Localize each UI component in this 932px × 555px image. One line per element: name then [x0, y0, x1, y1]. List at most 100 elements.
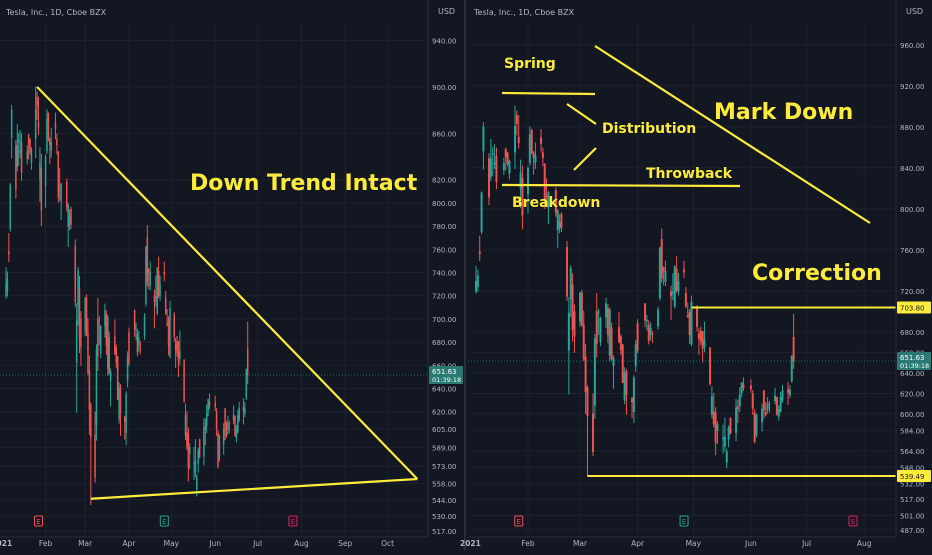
- candle-body: [696, 307, 699, 327]
- left-y-tick-label: 820.00: [432, 177, 457, 185]
- candle-body: [228, 423, 231, 425]
- candle-body: [586, 387, 589, 417]
- candle-body: [597, 311, 600, 313]
- candle-body: [774, 395, 777, 402]
- candle-body: [138, 337, 140, 346]
- candle-body: [88, 370, 91, 411]
- candle-body: [649, 328, 652, 335]
- candle-body: [46, 118, 48, 152]
- left-trendlines: [0, 86, 428, 500]
- right-x-tick-label: Apr: [631, 539, 645, 548]
- right-y-tick-label: 840.00: [900, 165, 925, 173]
- right-last-price-tag: [897, 352, 931, 371]
- right-y-tick-label: 501.00: [900, 512, 925, 520]
- candle-body: [5, 284, 7, 297]
- candle-body: [84, 297, 86, 331]
- candle-body: [146, 236, 149, 282]
- right-last-price-label: 651.63: [900, 354, 925, 362]
- candle-body: [68, 217, 71, 226]
- candle-body: [599, 317, 602, 343]
- left-y-tick-label: 605.00: [432, 426, 457, 434]
- candle-body: [592, 413, 595, 452]
- candle-body: [514, 126, 517, 153]
- candle-body: [709, 347, 712, 385]
- right-price-axis[interactable]: 960.00 920.00 880.00 840.00 800.00 760.00 720.…: [895, 0, 932, 537]
- candle-body: [725, 451, 728, 463]
- candle-body: [95, 349, 98, 426]
- candle-body: [644, 303, 647, 321]
- candle-body: [193, 461, 195, 464]
- candle-body: [584, 356, 587, 393]
- candle-body: [116, 356, 119, 400]
- left-symbol-label: Tesla, Inc., 1D, Cboe BZX: [5, 8, 107, 17]
- candle-body: [70, 208, 72, 225]
- candle-body: [133, 309, 136, 330]
- candle-body: [697, 333, 700, 339]
- candle-body: [167, 319, 170, 346]
- left-x-tick-label: May: [164, 539, 180, 548]
- candle-body: [196, 477, 198, 490]
- candle-body: [54, 122, 57, 130]
- candle-body: [478, 251, 481, 255]
- right-y-tick-label: 640.00: [900, 370, 925, 378]
- candle-body: [657, 309, 660, 327]
- candle-body: [224, 408, 226, 431]
- candle-body: [634, 344, 637, 367]
- candle-body: [90, 404, 92, 438]
- candle-body: [237, 415, 239, 433]
- candle-body: [532, 152, 535, 158]
- candle-body: [19, 150, 21, 153]
- candle-body: [534, 155, 537, 163]
- candle-body: [777, 408, 780, 417]
- right-y-tick-label: 620.00: [900, 390, 925, 398]
- candle-body: [651, 334, 654, 336]
- candle-body: [595, 311, 598, 345]
- candle-body: [762, 390, 765, 411]
- candle-body: [159, 284, 161, 296]
- left-y-tick-label: 530.00: [432, 513, 457, 521]
- candle-body: [612, 357, 615, 367]
- candle-body: [85, 297, 88, 335]
- candle-body: [156, 267, 158, 314]
- candle-body: [660, 238, 663, 279]
- left-chart-panel[interactable]: 940.00 900.00 860.00 820.00 800.00 780.00 760.…: [0, 0, 464, 550]
- candle-body: [554, 190, 557, 213]
- candle-body: [541, 152, 544, 159]
- candle-body: [593, 338, 596, 406]
- candle-body: [197, 450, 199, 464]
- candle-body: [673, 266, 676, 307]
- left-candles: [5, 86, 249, 506]
- candle-body: [163, 271, 166, 275]
- candle-body: [78, 288, 81, 340]
- earnings-marker: [679, 515, 689, 527]
- candle-body: [701, 331, 704, 349]
- right-chart-panel[interactable]: 960.00 920.00 880.00 840.00 800.00 760.00 720.…: [460, 0, 932, 550]
- candle-body: [761, 408, 764, 423]
- candle-body: [521, 178, 524, 216]
- left-price-axis[interactable]: 940.00 900.00 860.00 820.00 800.00 780.00 760.…: [427, 0, 464, 537]
- candle-body: [788, 389, 791, 396]
- candle-body: [166, 323, 168, 326]
- candle-body: [187, 433, 190, 468]
- candle-body: [164, 298, 167, 314]
- left-x-tick-label: Jun: [208, 539, 221, 548]
- candle-body: [39, 161, 41, 180]
- candle-body: [671, 291, 674, 294]
- candle-body: [104, 309, 106, 326]
- candle-body: [77, 270, 79, 306]
- right-y-tick-label: 564.00: [900, 448, 925, 456]
- right-y-tick-label: 680.00: [900, 329, 925, 337]
- candle-body: [108, 337, 110, 374]
- candle-body: [179, 350, 181, 359]
- candle-body: [174, 343, 177, 350]
- candle-body: [49, 139, 51, 145]
- left-time-axis[interactable]: 2021 Feb Mar Apr May Jun Jul Aug Sep Oct: [0, 536, 464, 550]
- right-time-axis[interactable]: 2021 Feb Mar Apr May Jun Jul Aug: [460, 536, 932, 550]
- candle-body: [169, 308, 171, 357]
- candle-body: [670, 291, 673, 297]
- candle-body: [118, 388, 120, 420]
- candle-body: [50, 142, 52, 151]
- candle-body: [605, 303, 608, 318]
